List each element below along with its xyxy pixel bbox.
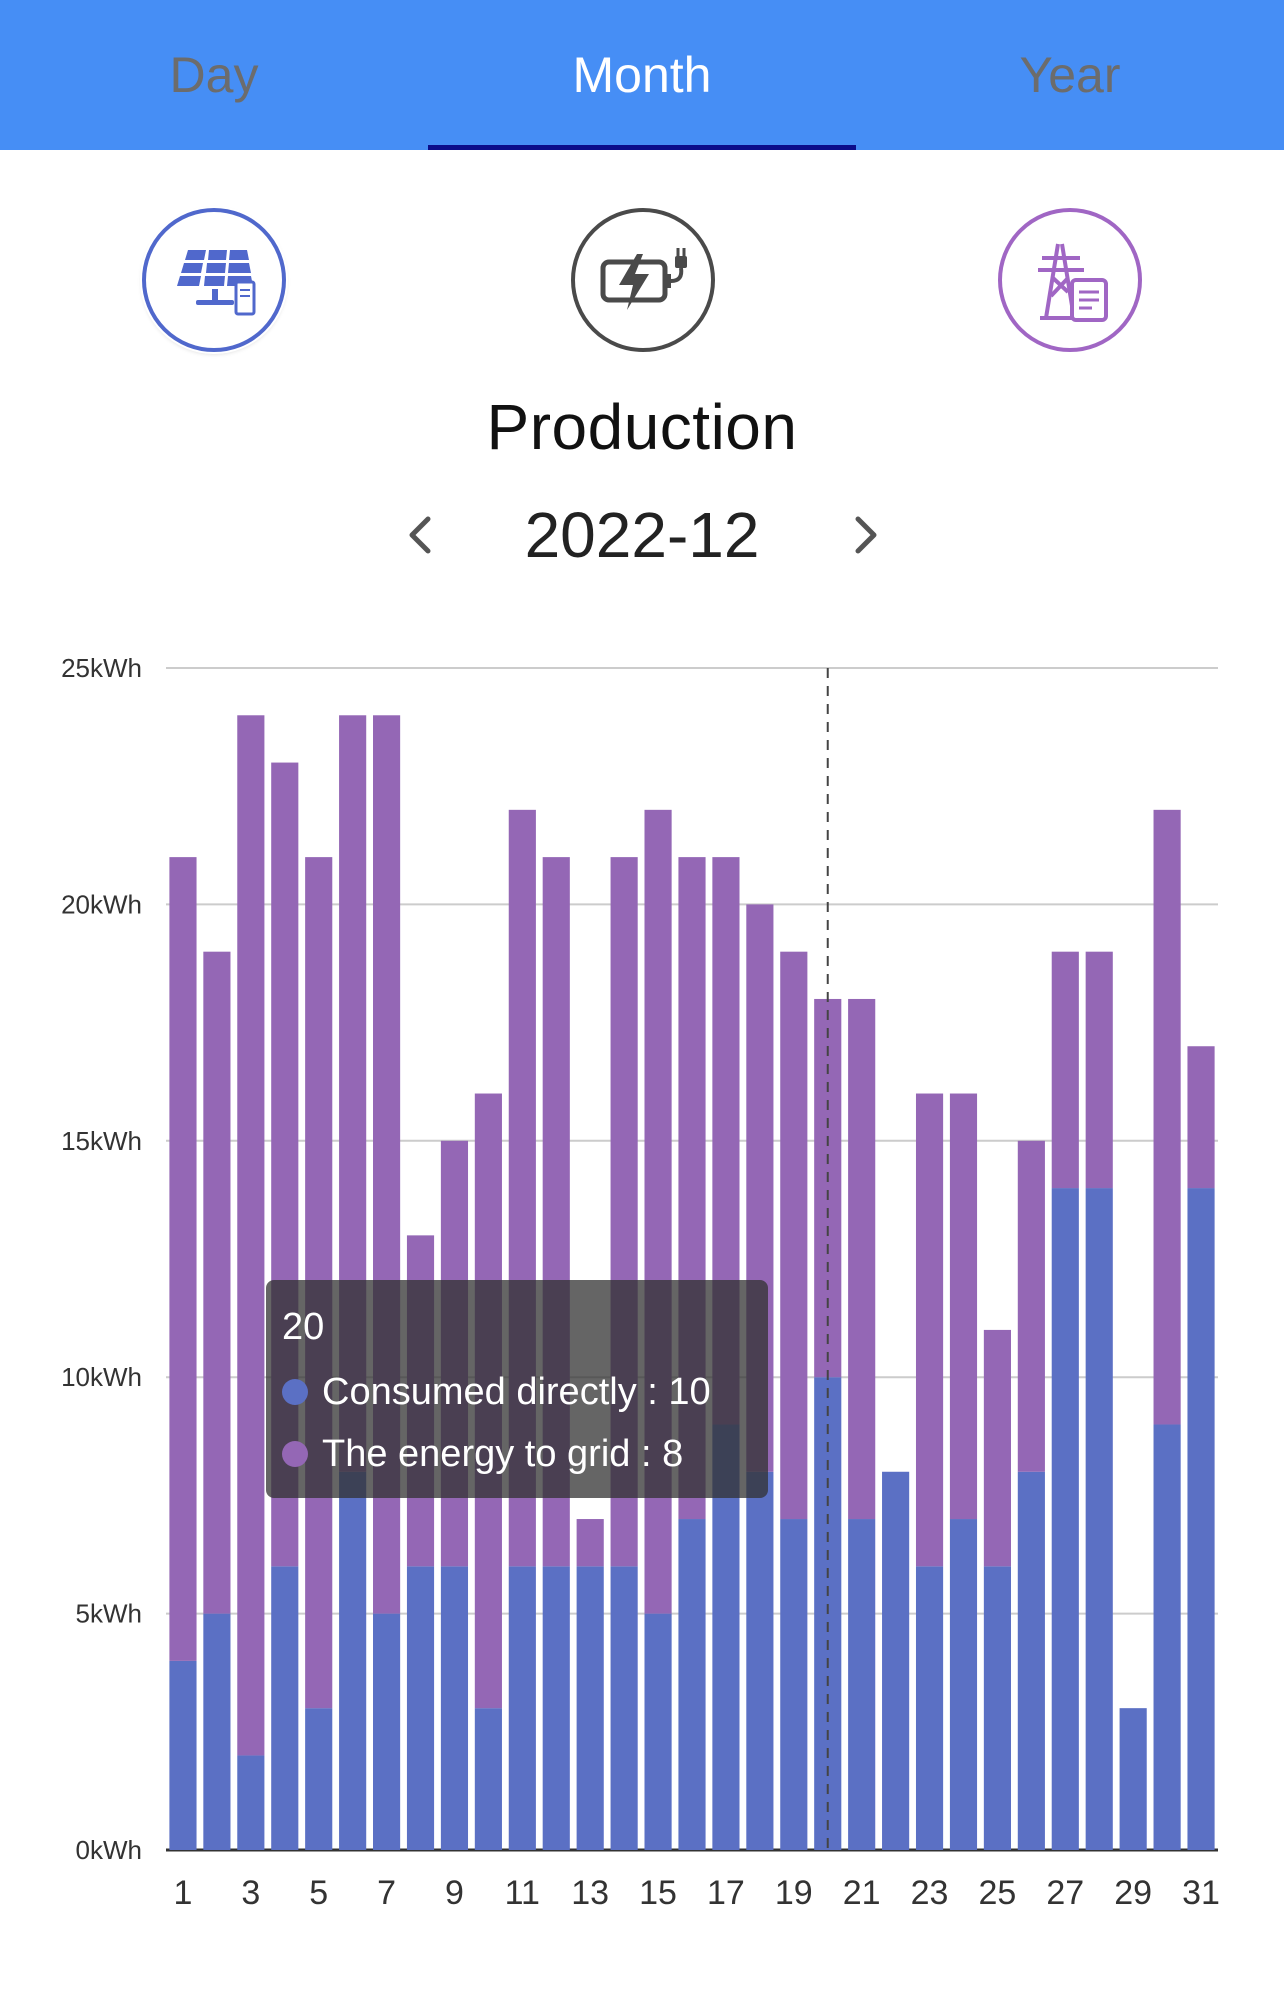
bar-grid <box>1085 951 1113 1189</box>
bar-consumed <box>576 1566 604 1850</box>
period-tab-bar: Day Month Year <box>0 0 1284 150</box>
bar-grid <box>949 1093 978 1520</box>
solar-panel-button[interactable] <box>142 208 286 352</box>
grid-button[interactable] <box>998 208 1142 352</box>
chevron-left-icon[interactable] <box>394 507 450 563</box>
tooltip-row-grid: The energy to grid : 8 <box>282 1423 768 1485</box>
tooltip-consumed-dot <box>282 1379 308 1405</box>
x-tick-label: 27 <box>1046 1874 1084 1912</box>
bar-consumed <box>169 1660 197 1850</box>
x-tick-label: 9 <box>445 1874 464 1912</box>
x-tick-label: 11 <box>505 1874 540 1912</box>
bar-grid <box>1153 809 1181 1425</box>
x-tick-label: 7 <box>377 1874 396 1912</box>
bar-consumed <box>1085 1188 1113 1850</box>
bar-consumed <box>949 1519 978 1850</box>
bar-consumed <box>1187 1188 1215 1850</box>
bar-consumed <box>203 1613 231 1850</box>
bar-consumed <box>746 1471 774 1850</box>
bar-grid <box>169 857 197 1661</box>
chevron-right-icon[interactable] <box>836 507 892 563</box>
bar-grid <box>780 951 808 1520</box>
bar-consumed <box>542 1566 570 1850</box>
bar-consumed <box>644 1613 672 1850</box>
bar-consumed <box>305 1708 333 1850</box>
period-selector: 2022-12 <box>0 495 1284 575</box>
bar-grid <box>1017 1140 1045 1472</box>
tooltip-row-consumed: Consumed directly : 10 <box>282 1361 768 1423</box>
bar-grid <box>203 951 231 1614</box>
tooltip-consumed-text: Consumed directly : 10 <box>322 1370 711 1413</box>
solar-panel-icon <box>177 250 256 316</box>
category-icon-row <box>0 208 1284 360</box>
x-tick-label: 1 <box>174 1874 193 1912</box>
bar-grid <box>1051 951 1079 1189</box>
bar-consumed <box>882 1471 910 1850</box>
bar-consumed <box>915 1566 944 1850</box>
tab-day[interactable]: Day <box>169 47 259 103</box>
x-tick-label: 13 <box>571 1874 609 1912</box>
period-label: 2022-12 <box>524 499 760 571</box>
bar-consumed <box>237 1755 265 1850</box>
bar-consumed <box>1051 1188 1079 1850</box>
bar-consumed <box>474 1708 502 1850</box>
y-tick-label: 0kWh <box>76 1835 142 1865</box>
bar-consumed <box>610 1566 638 1850</box>
y-tick-label: 15kWh <box>61 1126 142 1156</box>
bar-consumed <box>440 1566 469 1850</box>
x-tick-label: 29 <box>1114 1874 1152 1912</box>
bar-consumed <box>848 1519 876 1850</box>
bar-grid <box>237 715 265 1756</box>
battery-charging-icon <box>600 248 687 310</box>
y-tick-label: 25kWh <box>61 653 142 683</box>
x-tick-label: 21 <box>843 1874 881 1912</box>
bar-consumed <box>406 1566 435 1850</box>
bar-consumed <box>1017 1471 1045 1850</box>
bar-consumed <box>1153 1424 1181 1850</box>
bar-grid <box>983 1329 1011 1567</box>
bar-consumed <box>780 1519 808 1850</box>
bar-grid <box>915 1093 944 1567</box>
x-tick-label: 3 <box>241 1874 260 1912</box>
tab-month[interactable]: Month <box>428 0 856 150</box>
x-tick-label: 5 <box>309 1874 328 1912</box>
x-tick-label: 23 <box>911 1874 949 1912</box>
x-tick-label: 15 <box>639 1874 677 1912</box>
bar-grid <box>1187 1046 1215 1189</box>
bar-grid <box>576 1519 604 1567</box>
x-tick-label: 17 <box>707 1874 745 1912</box>
bar-consumed <box>678 1519 706 1850</box>
x-tick-label: 31 <box>1182 1874 1220 1912</box>
y-tick-label: 20kWh <box>61 889 142 919</box>
tooltip-grid-text: The energy to grid : 8 <box>322 1432 684 1475</box>
tooltip-day: 20 <box>282 1306 325 1348</box>
bar-consumed <box>508 1566 536 1850</box>
tooltip-grid-dot <box>282 1441 308 1467</box>
bar-grid <box>848 998 876 1520</box>
x-tick-label: 19 <box>775 1874 813 1912</box>
chart-tooltip: 20 Consumed directly : 10 The energy to … <box>266 1280 768 1498</box>
page-title: Production <box>486 391 798 463</box>
bar-consumed <box>339 1471 367 1850</box>
y-tick-label: 5kWh <box>76 1599 142 1629</box>
battery-button[interactable] <box>571 208 715 352</box>
bar-consumed <box>1119 1708 1147 1850</box>
bar-consumed <box>271 1566 299 1850</box>
tab-year[interactable]: Year <box>1019 47 1121 103</box>
bar-consumed <box>983 1566 1011 1850</box>
x-tick-label: 25 <box>979 1874 1017 1912</box>
power-tower-document-icon <box>1038 243 1108 322</box>
bar-consumed <box>373 1613 401 1850</box>
bar-grid <box>814 998 842 1378</box>
y-tick-label: 10kWh <box>61 1362 142 1392</box>
